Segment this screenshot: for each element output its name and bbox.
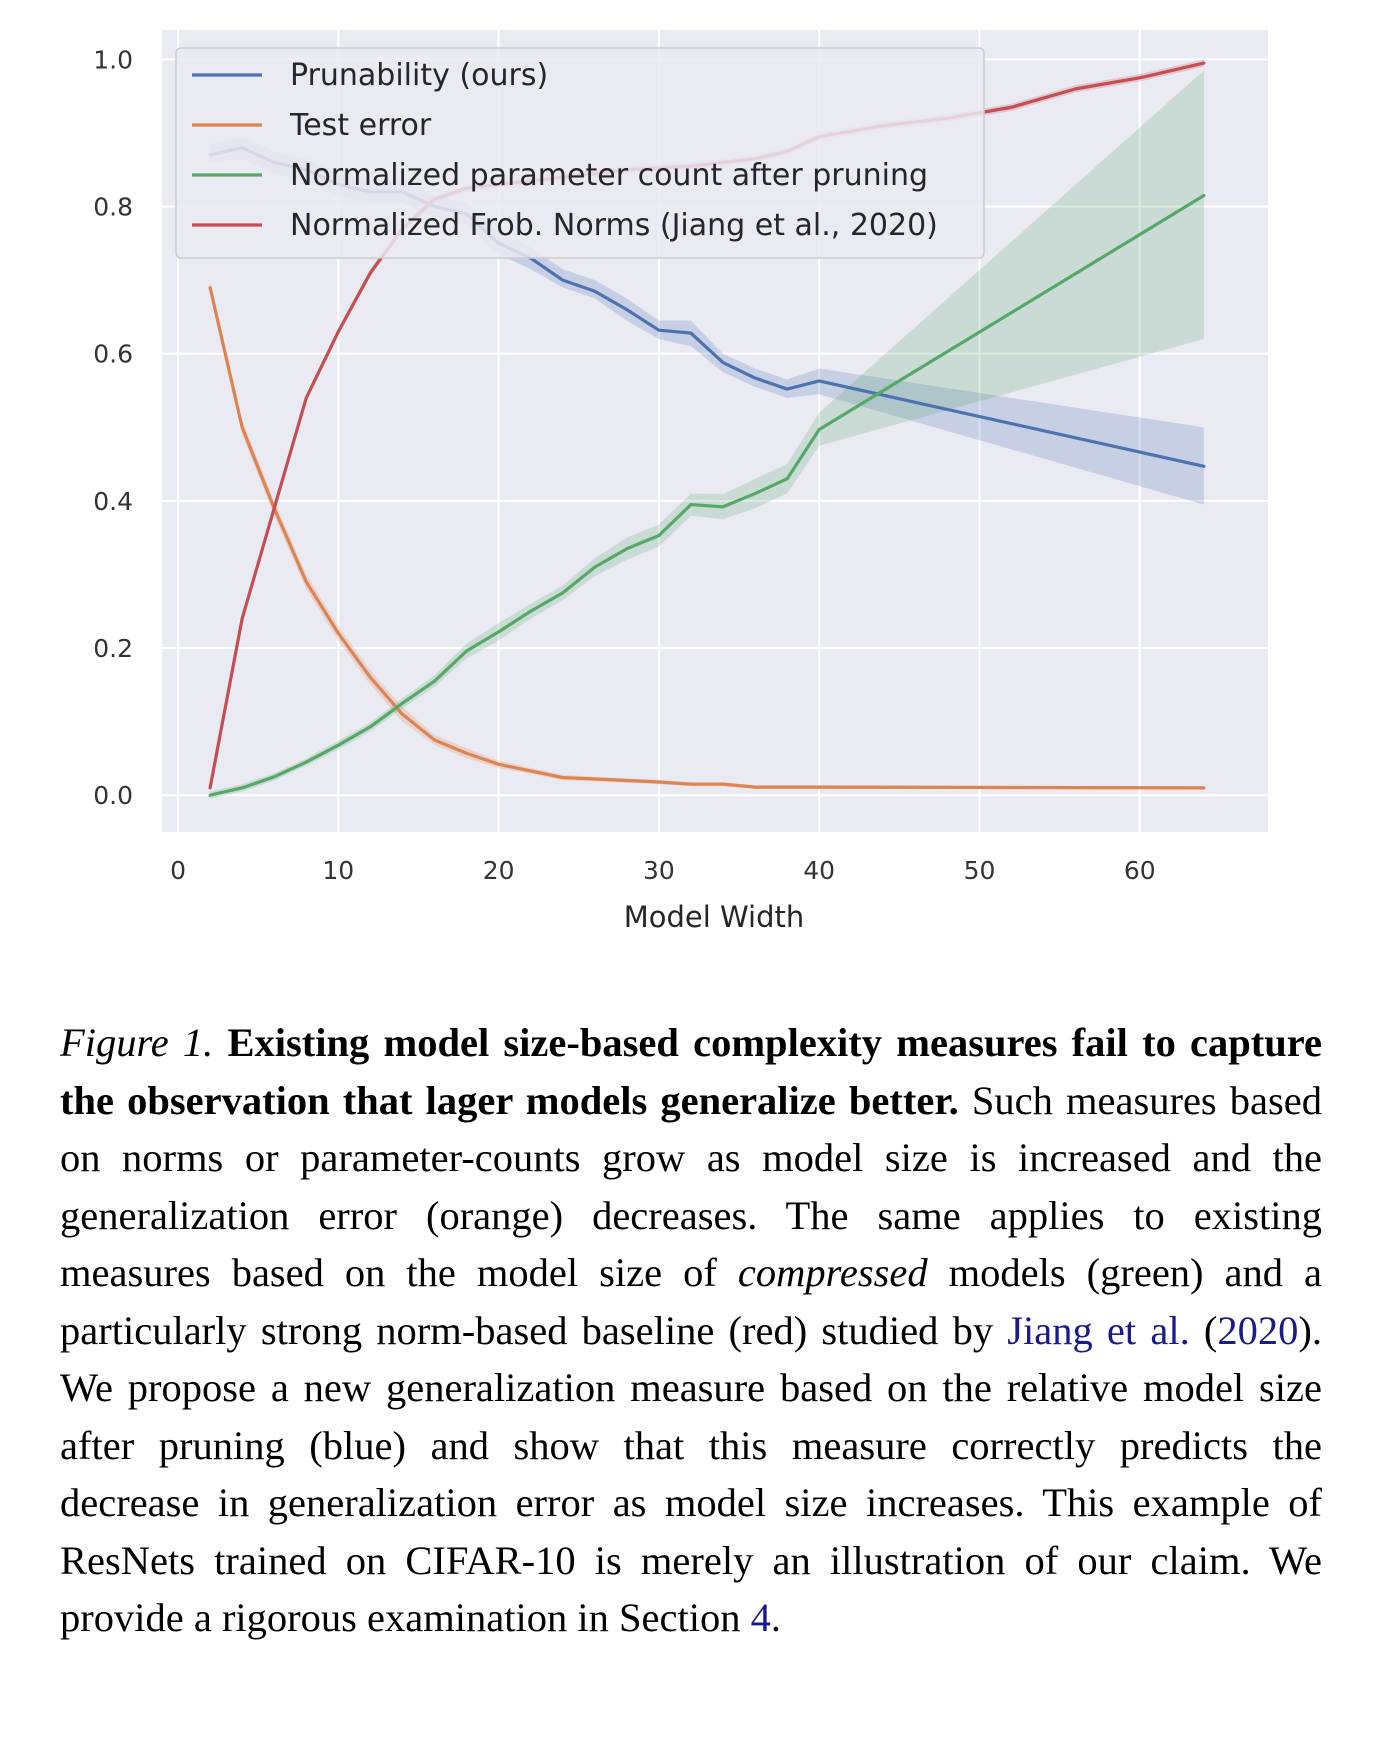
citation-authors-link[interactable]: Jiang et al.: [1007, 1307, 1190, 1353]
series-line: [208, 285, 1206, 790]
section-reference-link[interactable]: 4: [750, 1595, 771, 1640]
x-tick-label: 30: [643, 856, 675, 885]
y-tick-label: 0.8: [93, 193, 133, 222]
y-tick-label: 0.6: [93, 340, 133, 369]
figure-label: Figure 1.: [60, 1020, 214, 1065]
caption-text-part-3: We propose a new generalization measure …: [60, 1365, 1322, 1640]
x-tick-labels: 0 10 20 30 40 50 60: [170, 856, 1156, 885]
caption-text-part-2: models (green) and a particularly strong…: [60, 1250, 1323, 1353]
caption-end-period: .: [770, 1595, 781, 1640]
x-tick-label: 60: [1124, 856, 1156, 885]
legend-label: Prunability (ours): [290, 58, 548, 93]
legend: Prunability (ours) Test error Normalized p…: [175, 47, 985, 259]
y-tick-label: 0.4: [93, 487, 133, 516]
x-tick-label: 10: [322, 856, 354, 885]
citation-year-link[interactable]: 2020: [1217, 1307, 1299, 1353]
legend-label: Normalized parameter count after pruning: [290, 158, 928, 193]
figure-caption: Figure 1. Existing model size-based comp…: [60, 1014, 1322, 1647]
series-line: [208, 193, 1206, 797]
x-tick-label: 40: [803, 856, 835, 885]
y-tick-label: 1.0: [93, 45, 133, 74]
x-tick-label: 0: [170, 856, 186, 885]
citation-close-paren: ).: [1298, 1307, 1323, 1353]
line-chart: 0 10 20 30 40 50 60 0.0 0.2 0.4 0.6 0.8 1.0 Model W…: [93, 30, 1268, 934]
legend-label: Normalized Frob. Norms (Jiang et al., 20…: [290, 208, 938, 243]
y-tick-label: 0.0: [93, 781, 133, 810]
caption-emphasis: compressed: [737, 1250, 928, 1295]
y-tick-labels: 0.0 0.2 0.4 0.6 0.8 1.0: [93, 45, 133, 810]
citation-open-paren: (: [1203, 1307, 1218, 1353]
x-tick-label: 50: [964, 856, 996, 885]
x-tick-label: 20: [483, 856, 515, 885]
y-tick-label: 0.2: [93, 634, 133, 663]
legend-label: Test error: [289, 108, 432, 143]
caption-text-part-1: Such measures based on norms or paramete…: [60, 1077, 1323, 1296]
x-axis-label: Model Width: [624, 900, 805, 934]
legend-box: [175, 47, 985, 259]
caption-bold-statement: Existing model size-based complexity mea…: [60, 1020, 1322, 1123]
